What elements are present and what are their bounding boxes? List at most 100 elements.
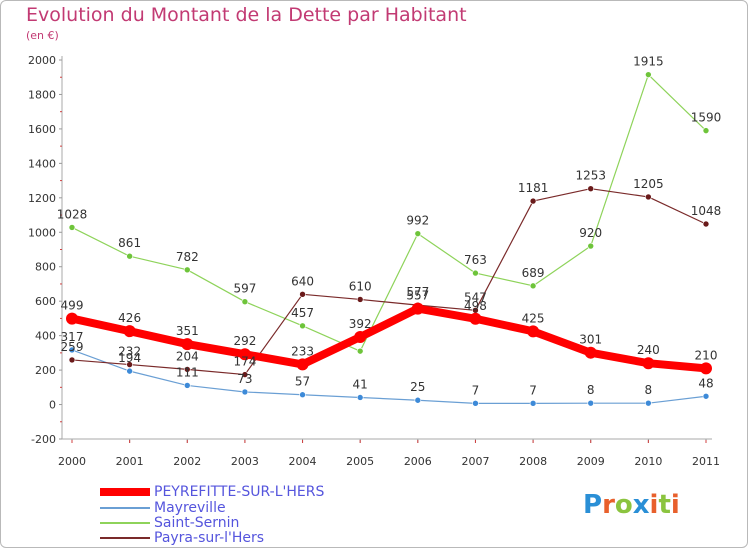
data-point-payra-sur-l-hers bbox=[356, 296, 364, 303]
data-point-saint-sernin bbox=[472, 269, 479, 277]
x-tick-label: 2001 bbox=[116, 455, 144, 468]
data-label-mayreville: 25 bbox=[410, 380, 425, 394]
data-label-mayreville: 41 bbox=[353, 377, 368, 391]
data-label-payra-sur-l-hers: 1253 bbox=[575, 169, 606, 183]
data-label-saint-sernin: 763 bbox=[464, 253, 487, 267]
data-point-payra-sur-l-hers bbox=[241, 371, 249, 378]
data-label-peyrefitte-sur-l-hers: 301 bbox=[579, 333, 602, 347]
data-label-payra-sur-l-hers: 204 bbox=[176, 349, 199, 363]
data-point-payra-sur-l-hers bbox=[529, 197, 537, 205]
data-point-mayreville bbox=[241, 388, 249, 396]
data-label-payra-sur-l-hers: 547 bbox=[464, 290, 487, 304]
y-tick-label: 1200 bbox=[28, 192, 56, 205]
data-point-mayreville bbox=[299, 391, 306, 399]
proxiti-logo: Proxiti bbox=[583, 490, 680, 520]
data-label-peyrefitte-sur-l-hers: 392 bbox=[349, 317, 372, 331]
x-tick-label: 2009 bbox=[577, 455, 605, 468]
x-tick-label: 2007 bbox=[461, 455, 489, 468]
series-line-peyrefitte-sur-l-hers bbox=[68, 304, 710, 373]
data-point-mayreville bbox=[702, 392, 710, 400]
data-point-peyrefitte-sur-l-hers bbox=[700, 362, 712, 375]
data-point-mayreville bbox=[472, 400, 479, 407]
x-tick-label: 2011 bbox=[692, 455, 720, 468]
data-label-peyrefitte-sur-l-hers: 351 bbox=[176, 324, 199, 338]
data-label-peyrefitte-sur-l-hers: 292 bbox=[233, 334, 256, 348]
data-label-peyrefitte-sur-l-hers: 498 bbox=[464, 299, 487, 313]
data-label-peyrefitte-sur-l-hers: 425 bbox=[522, 311, 545, 325]
y-tick-label: 600 bbox=[35, 295, 56, 308]
data-point-saint-sernin bbox=[183, 266, 191, 274]
data-point-mayreville bbox=[183, 382, 191, 389]
data-label-saint-sernin: 992 bbox=[406, 214, 429, 228]
data-point-mayreville bbox=[529, 400, 537, 407]
data-label-mayreville: 8 bbox=[587, 383, 595, 397]
x-tick-label: 2010 bbox=[634, 455, 662, 468]
y-tick-label: -200 bbox=[31, 433, 56, 446]
data-label-saint-sernin: 782 bbox=[176, 250, 199, 264]
data-point-payra-sur-l-hers bbox=[183, 366, 191, 373]
y-tick-label: 200 bbox=[35, 364, 56, 377]
data-point-saint-sernin bbox=[68, 224, 76, 231]
data-label-mayreville: 317 bbox=[61, 330, 84, 344]
data-label-saint-sernin: 457 bbox=[291, 306, 314, 320]
data-point-mayreville bbox=[587, 399, 595, 407]
series-line-payra-sur-l-hers bbox=[71, 188, 707, 376]
data-label-peyrefitte-sur-l-hers: 210 bbox=[695, 348, 718, 362]
y-tick-label: 2000 bbox=[28, 54, 56, 67]
data-label-payra-sur-l-hers: 1205 bbox=[633, 177, 664, 191]
data-point-payra-sur-l-hers bbox=[126, 361, 133, 368]
data-point-peyrefitte-sur-l-hers bbox=[642, 357, 655, 370]
data-label-saint-sernin: 920 bbox=[579, 226, 602, 240]
data-label-mayreville: 7 bbox=[529, 383, 537, 397]
legend-swatch-mayreville bbox=[100, 507, 150, 509]
y-tick-label: 1000 bbox=[28, 226, 56, 239]
x-tick-label: 2000 bbox=[58, 455, 86, 468]
data-point-mayreville bbox=[414, 396, 422, 404]
y-tick-label: 1400 bbox=[28, 157, 56, 170]
data-point-saint-sernin bbox=[702, 127, 710, 134]
data-point-payra-sur-l-hers bbox=[587, 185, 595, 192]
data-label-mayreville: 73 bbox=[237, 372, 252, 386]
data-point-peyrefitte-sur-l-hers bbox=[238, 348, 251, 361]
legend-label-mayreville: Mayreville bbox=[154, 500, 226, 516]
x-tick-label: 2005 bbox=[346, 455, 374, 468]
data-point-saint-sernin bbox=[529, 282, 537, 290]
y-tick-label: 1800 bbox=[28, 88, 56, 101]
data-point-peyrefitte-sur-l-hers bbox=[411, 302, 424, 315]
data-label-mayreville: 57 bbox=[295, 375, 310, 389]
data-point-saint-sernin bbox=[241, 298, 249, 305]
data-label-payra-sur-l-hers: 577 bbox=[406, 285, 429, 299]
data-label-payra-sur-l-hers: 174 bbox=[233, 355, 256, 369]
data-label-peyrefitte-sur-l-hers: 233 bbox=[291, 344, 314, 358]
data-label-saint-sernin: 1915 bbox=[633, 55, 664, 69]
data-point-peyrefitte-sur-l-hers bbox=[66, 312, 78, 325]
data-label-saint-sernin: 861 bbox=[118, 236, 141, 250]
y-tick-label: 800 bbox=[35, 261, 56, 274]
x-tick-label: 2003 bbox=[231, 455, 259, 468]
legend-label-peyrefitte: PEYREFITTE-SUR-L'HERS bbox=[154, 484, 325, 500]
data-label-peyrefitte-sur-l-hers: 557 bbox=[406, 289, 429, 303]
data-label-payra-sur-l-hers: 259 bbox=[61, 340, 84, 354]
data-point-peyrefitte-sur-l-hers bbox=[296, 358, 309, 371]
data-point-peyrefitte-sur-l-hers bbox=[469, 312, 482, 325]
data-point-saint-sernin bbox=[299, 322, 306, 330]
data-point-saint-sernin bbox=[126, 252, 133, 260]
data-point-payra-sur-l-hers bbox=[702, 220, 710, 228]
data-point-peyrefitte-sur-l-hers bbox=[354, 331, 367, 344]
data-label-payra-sur-l-hers: 1181 bbox=[518, 181, 549, 195]
data-point-mayreville bbox=[645, 399, 652, 407]
data-point-saint-sernin bbox=[587, 242, 595, 250]
data-label-payra-sur-l-hers: 1048 bbox=[691, 204, 722, 218]
data-point-saint-sernin bbox=[356, 347, 364, 355]
legend-swatch-saint-sernin bbox=[100, 522, 150, 524]
x-tick-label: 2008 bbox=[519, 455, 547, 468]
legend-swatch-payra bbox=[100, 537, 150, 539]
data-point-peyrefitte-sur-l-hers bbox=[584, 346, 597, 359]
y-tick-label: 1600 bbox=[28, 123, 56, 136]
data-point-mayreville bbox=[356, 394, 364, 401]
x-tick-label: 2006 bbox=[404, 455, 432, 468]
data-label-saint-sernin: 1590 bbox=[691, 111, 722, 125]
series-line-mayreville bbox=[71, 349, 707, 404]
